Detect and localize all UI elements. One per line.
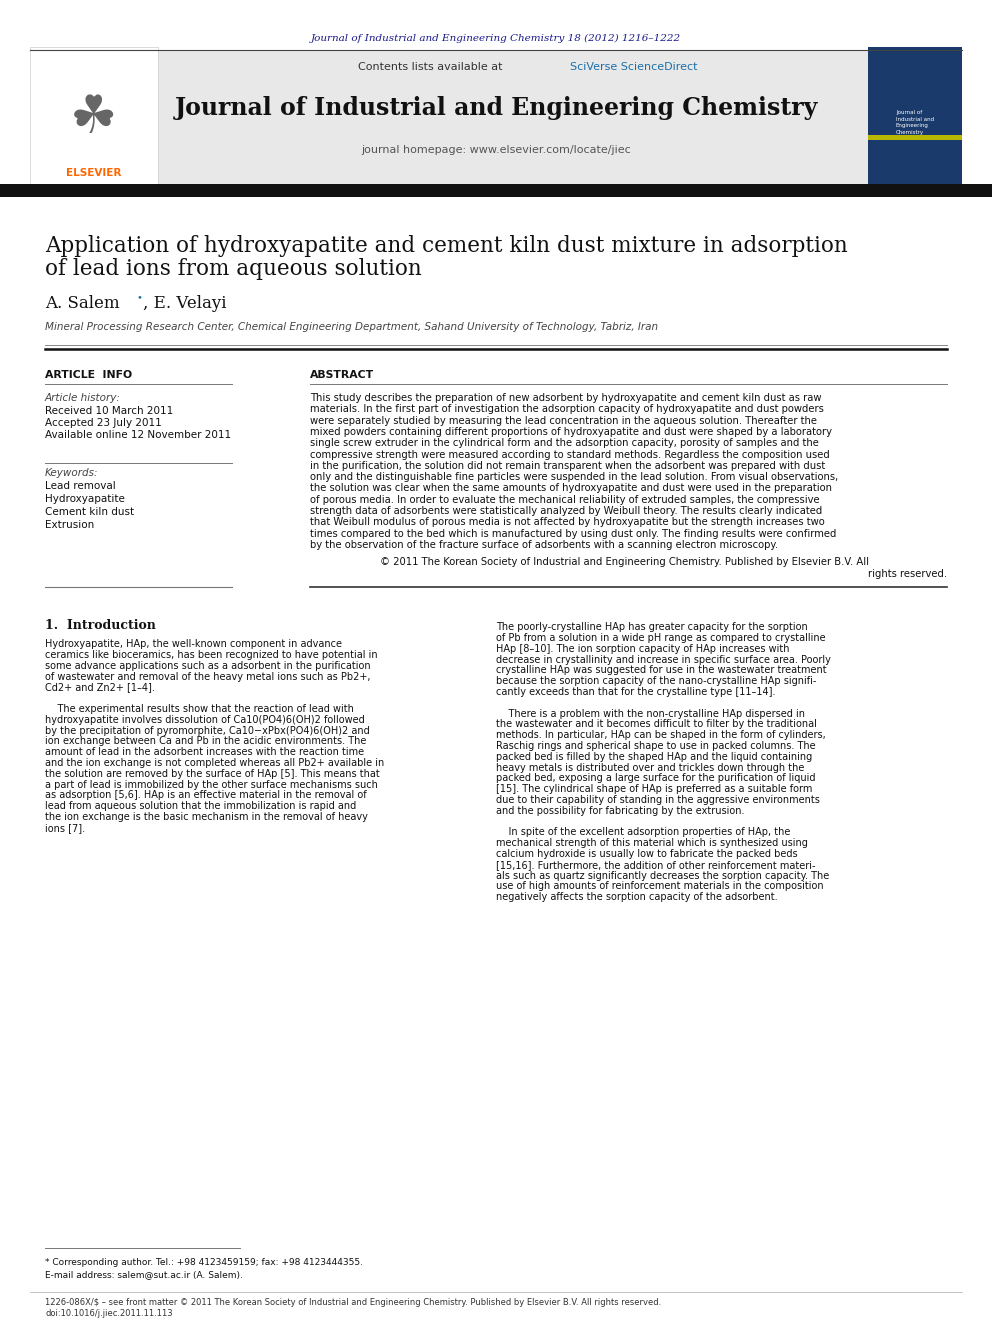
Text: of porous media. In order to evaluate the mechanical reliability of extruded sam: of porous media. In order to evaluate th… [310,495,819,504]
Text: heavy metals is distributed over and trickles down through the: heavy metals is distributed over and tri… [496,762,805,773]
Text: some advance applications such as a adsorbent in the purification: some advance applications such as a adso… [45,660,371,671]
Text: Mineral Processing Research Center, Chemical Engineering Department, Sahand Univ: Mineral Processing Research Center, Chem… [45,321,658,332]
Text: negatively affects the sorption capacity of the adsorbent.: negatively affects the sorption capacity… [496,892,778,902]
Text: [15]. The cylindrical shape of HAp is preferred as a suitable form: [15]. The cylindrical shape of HAp is pr… [496,785,812,794]
Text: mixed powders containing different proportions of hydroxyapatite and dust were s: mixed powders containing different propo… [310,427,832,437]
Text: The experimental results show that the reaction of lead with: The experimental results show that the r… [45,704,354,714]
Text: ABSTRACT: ABSTRACT [310,370,374,380]
Text: hydroxyapatite involves dissolution of Ca10(PO4)6(OH)2 followed: hydroxyapatite involves dissolution of C… [45,714,365,725]
Text: [15,16]. Furthermore, the addition of other reinforcement materi-: [15,16]. Furthermore, the addition of ot… [496,860,815,869]
Text: , E. Velayi: , E. Velayi [143,295,226,312]
Text: Journal of Industrial and Engineering Chemistry 18 (2012) 1216–1222: Journal of Industrial and Engineering Ch… [310,33,682,42]
Text: only and the distinguishable fine particles were suspended in the lead solution.: only and the distinguishable fine partic… [310,472,838,482]
Text: in the purification, the solution did not remain transparent when the adsorbent : in the purification, the solution did no… [310,460,825,471]
Text: decrease in crystallinity and increase in specific surface area. Poorly: decrease in crystallinity and increase i… [496,655,831,664]
Text: rights reserved.: rights reserved. [868,569,947,579]
FancyBboxPatch shape [30,48,158,185]
Text: packed bed, exposing a large surface for the purification of liquid: packed bed, exposing a large surface for… [496,774,815,783]
Text: by the precipitation of pyromorphite, Ca10−xPbx(PO4)6(OH)2 and: by the precipitation of pyromorphite, Ca… [45,725,370,736]
Text: ions [7].: ions [7]. [45,823,85,832]
Text: and the possibility for fabricating by the extrusion.: and the possibility for fabricating by t… [496,806,745,816]
Text: materials. In the first part of investigation the adsorption capacity of hydroxy: materials. In the first part of investig… [310,405,824,414]
Text: of wastewater and removal of the heavy metal ions such as Pb2+,: of wastewater and removal of the heavy m… [45,672,370,681]
Text: Keywords:: Keywords: [45,468,98,478]
Text: ion exchange between Ca and Pb in the acidic environments. The: ion exchange between Ca and Pb in the ac… [45,737,366,746]
Text: by the observation of the fracture surface of adsorbents with a scanning electro: by the observation of the fracture surfa… [310,540,778,550]
Text: © 2011 The Korean Society of Industrial and Engineering Chemistry. Published by : © 2011 The Korean Society of Industrial … [381,557,870,568]
Text: due to their capability of standing in the aggressive environments: due to their capability of standing in t… [496,795,819,804]
Text: a part of lead is immobilized by the other surface mechanisms such: a part of lead is immobilized by the oth… [45,779,378,790]
Text: the wastewater and it becomes difficult to filter by the traditional: the wastewater and it becomes difficult … [496,720,816,729]
Text: Article history:: Article history: [45,393,121,404]
Text: the ion exchange is the basic mechanism in the removal of heavy: the ion exchange is the basic mechanism … [45,812,368,822]
Text: calcium hydroxide is usually low to fabricate the packed beds: calcium hydroxide is usually low to fabr… [496,849,798,859]
Text: doi:10.1016/j.jiec.2011.11.113: doi:10.1016/j.jiec.2011.11.113 [45,1308,173,1318]
Text: Hydroxyapatite: Hydroxyapatite [45,493,125,504]
Text: •: • [136,292,142,302]
FancyBboxPatch shape [0,184,992,197]
Text: 1.  Introduction: 1. Introduction [45,619,156,632]
Text: of lead ions from aqueous solution: of lead ions from aqueous solution [45,258,422,280]
Text: packed bed is filled by the shaped HAp and the liquid containing: packed bed is filled by the shaped HAp a… [496,751,812,762]
Text: E-mail address: salem@sut.ac.ir (A. Salem).: E-mail address: salem@sut.ac.ir (A. Sale… [45,1270,243,1279]
Text: amount of lead in the adsorbent increases with the reaction time: amount of lead in the adsorbent increase… [45,747,364,757]
FancyBboxPatch shape [868,48,962,185]
Text: Cement kiln dust: Cement kiln dust [45,507,134,517]
Text: cantly exceeds than that for the crystalline type [11–14].: cantly exceeds than that for the crystal… [496,687,776,697]
Text: ELSEVIER: ELSEVIER [66,168,122,179]
FancyBboxPatch shape [868,135,962,140]
Text: Application of hydroxyapatite and cement kiln dust mixture in adsorption: Application of hydroxyapatite and cement… [45,235,848,257]
Text: the solution was clear when the same amounts of hydroxyapatite and dust were use: the solution was clear when the same amo… [310,483,832,493]
Text: Journal of
Industrial and
Engineering
Chemistry: Journal of Industrial and Engineering Ch… [896,110,934,135]
Text: Extrusion: Extrusion [45,520,94,531]
Text: and the ion exchange is not completed whereas all Pb2+ available in: and the ion exchange is not completed wh… [45,758,384,767]
Text: In spite of the excellent adsorption properties of HAp, the: In spite of the excellent adsorption pro… [496,827,791,837]
Text: Journal of Industrial and Engineering Chemistry: Journal of Industrial and Engineering Ch… [175,97,817,120]
Text: The poorly-crystalline HAp has greater capacity for the sorption: The poorly-crystalline HAp has greater c… [496,622,807,632]
Text: Accepted 23 July 2011: Accepted 23 July 2011 [45,418,162,429]
Text: the solution are removed by the surface of HAp [5]. This means that: the solution are removed by the surface … [45,769,380,779]
Text: Lead removal: Lead removal [45,482,116,491]
Text: methods. In particular, HAp can be shaped in the form of cylinders,: methods. In particular, HAp can be shape… [496,730,825,740]
Text: lead from aqueous solution that the immobilization is rapid and: lead from aqueous solution that the immo… [45,802,356,811]
Text: strength data of adsorbents were statistically analyzed by Weibull theory. The r: strength data of adsorbents were statist… [310,505,822,516]
Text: Contents lists available at: Contents lists available at [358,62,506,71]
Text: Cd2+ and Zn2+ [1–4].: Cd2+ and Zn2+ [1–4]. [45,683,155,692]
FancyBboxPatch shape [158,50,868,185]
Text: ARTICLE  INFO: ARTICLE INFO [45,370,132,380]
Text: 1226-086X/$ – see front matter © 2011 The Korean Society of Industrial and Engin: 1226-086X/$ – see front matter © 2011 Th… [45,1298,662,1307]
Text: use of high amounts of reinforcement materials in the composition: use of high amounts of reinforcement mat… [496,881,823,892]
Text: because the sorption capacity of the nano-crystalline HAp signifi-: because the sorption capacity of the nan… [496,676,816,687]
Text: HAp [8–10]. The ion sorption capacity of HAp increases with: HAp [8–10]. The ion sorption capacity of… [496,644,790,654]
Text: * Corresponding author. Tel.: +98 4123459159; fax: +98 4123444355.: * Corresponding author. Tel.: +98 412345… [45,1258,363,1267]
Text: Available online 12 November 2011: Available online 12 November 2011 [45,430,231,441]
Text: were separately studied by measuring the lead concentration in the aqueous solut: were separately studied by measuring the… [310,415,817,426]
Text: times compared to the bed which is manufactured by using dust only. The finding : times compared to the bed which is manuf… [310,529,836,538]
Text: single screw extruder in the cylindrical form and the adsorption capacity, poros: single screw extruder in the cylindrical… [310,438,818,448]
Text: crystalline HAp was suggested for use in the wastewater treatment: crystalline HAp was suggested for use in… [496,665,826,676]
Text: There is a problem with the non-crystalline HAp dispersed in: There is a problem with the non-crystall… [496,709,805,718]
Text: ceramics like bioceramics, has been recognized to have potential in: ceramics like bioceramics, has been reco… [45,650,378,660]
Text: This study describes the preparation of new adsorbent by hydroxyapatite and ceme: This study describes the preparation of … [310,393,821,404]
Text: mechanical strength of this material which is synthesized using: mechanical strength of this material whi… [496,839,807,848]
Text: compressive strength were measured according to standard methods. Regardless the: compressive strength were measured accor… [310,450,829,459]
Text: A. Salem: A. Salem [45,295,120,312]
Text: ☘: ☘ [70,93,118,144]
Text: als such as quartz significantly decreases the sorption capacity. The: als such as quartz significantly decreas… [496,871,829,881]
Text: journal homepage: www.elsevier.com/locate/jiec: journal homepage: www.elsevier.com/locat… [361,146,631,155]
Text: SciVerse ScienceDirect: SciVerse ScienceDirect [570,62,697,71]
Text: of Pb from a solution in a wide pH range as compared to crystalline: of Pb from a solution in a wide pH range… [496,632,825,643]
Text: Received 10 March 2011: Received 10 March 2011 [45,406,174,415]
Text: Raschig rings and spherical shape to use in packed columns. The: Raschig rings and spherical shape to use… [496,741,815,751]
Text: that Weibull modulus of porous media is not affected by hydroxyapatite but the s: that Weibull modulus of porous media is … [310,517,824,528]
Text: Hydroxyapatite, HAp, the well-known component in advance: Hydroxyapatite, HAp, the well-known comp… [45,639,342,650]
Text: as adsorption [5,6]. HAp is an effective material in the removal of: as adsorption [5,6]. HAp is an effective… [45,790,367,800]
